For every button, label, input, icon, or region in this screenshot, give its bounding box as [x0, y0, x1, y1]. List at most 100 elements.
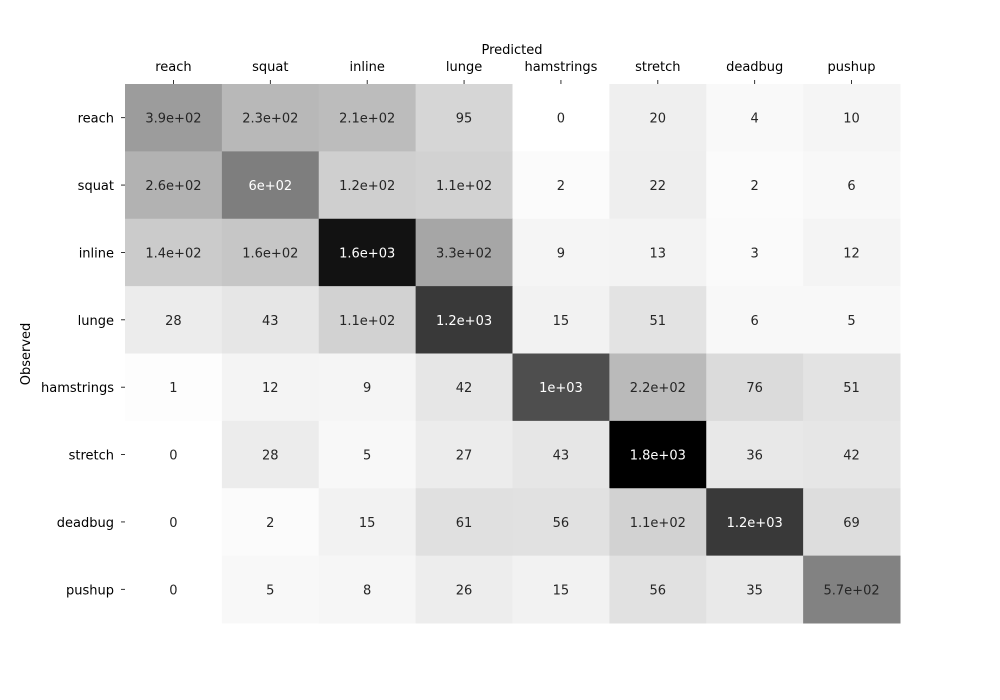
cell-value-label: 0 [169, 583, 177, 598]
heatmap-cell [609, 555, 707, 624]
cell-value-label: 26 [456, 583, 473, 598]
heatmap-cell [512, 286, 610, 355]
heatmap-cell [221, 555, 320, 624]
cell-value-label: 6 [847, 179, 855, 194]
x-tick-label: pushup [828, 60, 876, 75]
heatmap-cell [512, 218, 610, 287]
y-tick-label: hamstrings [41, 381, 114, 396]
cell-value-label: 1.2e+02 [339, 179, 395, 194]
heatmap-cell [221, 420, 320, 489]
y-tick-label: stretch [69, 449, 114, 464]
cell-value-label: 1.4e+02 [145, 246, 201, 261]
cell-value-label: 15 [553, 583, 570, 598]
cell-value-label: 28 [262, 449, 279, 464]
cell-value-label: 76 [746, 381, 763, 396]
cell-value-label: 95 [456, 112, 473, 127]
cell-value-label: 36 [746, 449, 763, 464]
heatmap-cell [803, 218, 901, 287]
heatmap-cell [318, 555, 417, 624]
y-tick-label: pushup [66, 583, 114, 598]
heatmap-cell [512, 555, 610, 624]
heatmap-cell [609, 488, 707, 557]
cell-value-label: 12 [262, 381, 279, 396]
heatmap-cell [706, 420, 804, 489]
y-axis-title: Observed [19, 323, 34, 386]
cell-value-label: 6 [751, 314, 759, 329]
x-tick-label: stretch [635, 60, 680, 75]
heatmap-cell [125, 555, 223, 624]
heatmap-cell [512, 353, 610, 422]
heatmap-cell [609, 151, 707, 220]
x-tick-label: reach [155, 60, 191, 75]
cell-value-label: 2 [751, 179, 759, 194]
heatmap-cell [512, 420, 610, 489]
heatmap-cell [803, 151, 901, 220]
cell-value-label: 43 [553, 449, 570, 464]
heatmap-cell [318, 151, 417, 220]
cell-value-label: 1.1e+02 [339, 314, 395, 329]
heatmap-cell [221, 488, 320, 557]
heatmap-cell [803, 84, 901, 152]
heatmap-cell [221, 353, 320, 422]
heatmap-cell [415, 151, 514, 220]
cell-value-label: 5.7e+02 [824, 583, 880, 598]
heatmap-cell [125, 151, 223, 220]
cell-value-label: 1.8e+03 [630, 449, 686, 464]
heatmap-cell [221, 84, 320, 152]
cell-value-label: 28 [165, 314, 182, 329]
heatmap-cell [706, 84, 804, 152]
heatmap-cells: 3.9e+02 2.3e+02 2.1e+02 95 0 20 4 102.6e+02 6e+0… [125, 84, 901, 624]
heatmap-cell [512, 151, 610, 220]
heatmap-cell [415, 488, 514, 557]
heatmap-cell [512, 488, 610, 557]
heatmap-cell [609, 84, 707, 152]
heatmap-cell [415, 353, 514, 422]
heatmap-cell [609, 420, 707, 489]
cell-value-label: 5 [847, 314, 855, 329]
heatmap-cell [803, 555, 901, 624]
cell-value-label: 15 [553, 314, 570, 329]
cell-value-label: 10 [843, 112, 860, 127]
cell-value-label: 13 [650, 246, 667, 261]
cell-value-label: 1.6e+02 [242, 246, 298, 261]
heatmap-cell [415, 84, 514, 152]
cell-value-label: 22 [650, 179, 667, 194]
cell-value-label: 2 [266, 516, 274, 531]
heatmap-cell [318, 84, 417, 152]
x-tick-label: inline [350, 60, 385, 75]
cell-value-label: 1.1e+02 [630, 516, 686, 531]
cell-value-label: 12 [843, 246, 860, 261]
cell-value-label: 0 [169, 449, 177, 464]
cell-value-label: 5 [266, 583, 274, 598]
heatmap-cell [318, 286, 417, 355]
x-axis-ticks: reach squat inline lunge hamstrings stretch de… [155, 60, 876, 84]
cell-value-label: 2.1e+02 [339, 112, 395, 127]
cell-value-label: 3 [751, 246, 759, 261]
heatmap-cell [706, 488, 804, 557]
heatmap-cell [125, 286, 223, 355]
cell-value-label: 43 [262, 314, 279, 329]
cell-value-label: 56 [553, 516, 570, 531]
cell-value-label: 15 [359, 516, 376, 531]
heatmap-cell [221, 286, 320, 355]
heatmap-cell [706, 286, 804, 355]
x-axis-title: Predicted [481, 43, 542, 58]
cell-value-label: 2.3e+02 [242, 112, 298, 127]
cell-value-label: 1.1e+02 [436, 179, 492, 194]
cell-value-label: 4 [751, 112, 759, 127]
heatmap-cell [609, 286, 707, 355]
cell-value-label: 5 [363, 449, 371, 464]
heatmap-cell [415, 286, 514, 355]
cell-value-label: 2.6e+02 [145, 179, 201, 194]
x-tick-label: lunge [446, 60, 482, 75]
y-tick-label: reach [78, 112, 114, 127]
heatmap-cell [803, 420, 901, 489]
y-tick-label: deadbug [57, 516, 114, 531]
heatmap-cell [706, 555, 804, 624]
x-tick-label: squat [252, 60, 288, 75]
cell-value-label: 2.2e+02 [630, 381, 686, 396]
heatmap-cell [415, 420, 514, 489]
cell-value-label: 20 [650, 112, 667, 127]
y-tick-label: lunge [78, 314, 114, 329]
